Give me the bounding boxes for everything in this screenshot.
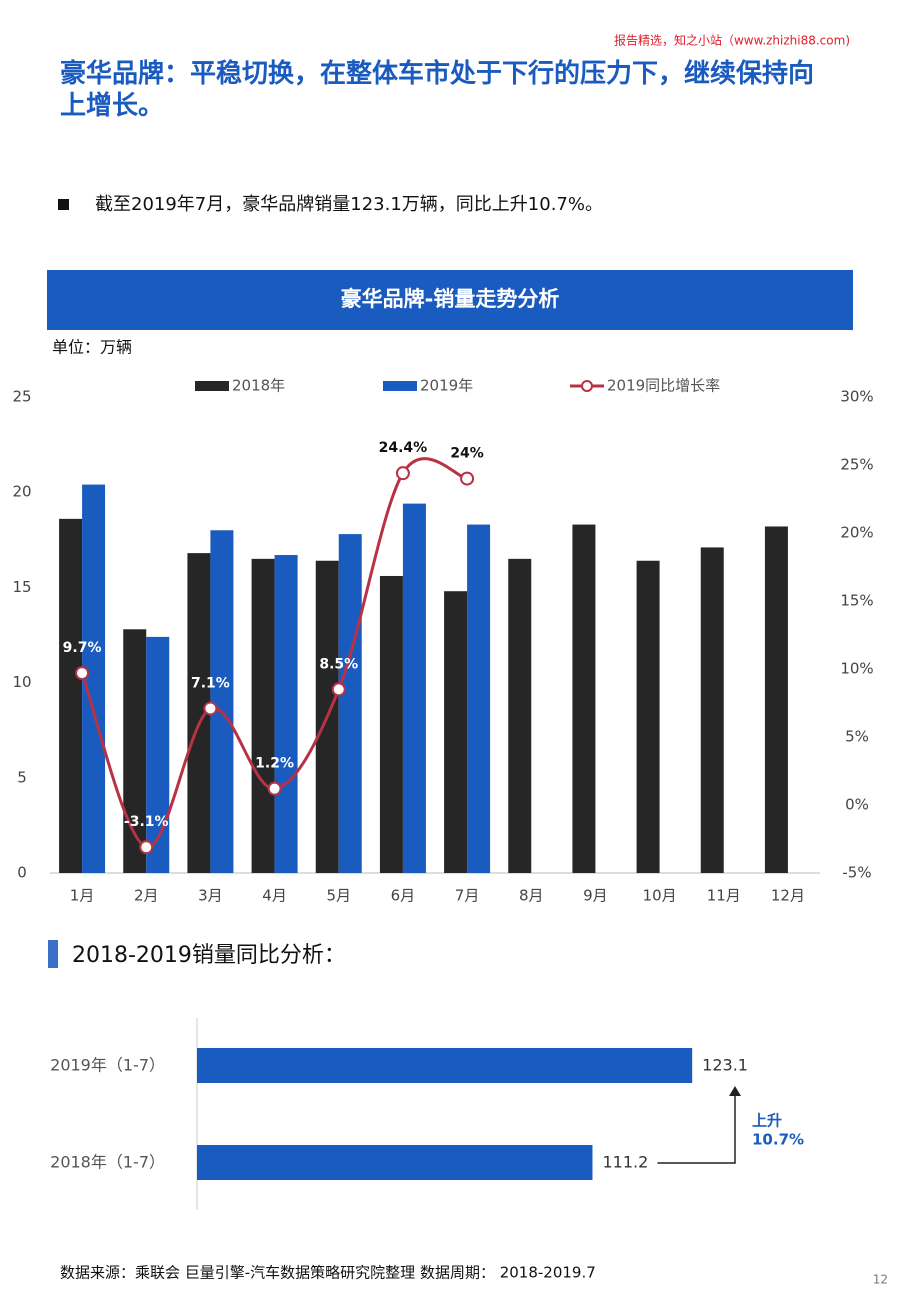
- growth-marker: [267, 781, 282, 796]
- growth-marker: [460, 471, 475, 486]
- bar: [338, 534, 362, 873]
- x-tick-label: 10月: [643, 887, 677, 905]
- arrow: [657, 1090, 736, 1164]
- bar: [82, 484, 106, 873]
- y-tick-label: 10: [12, 673, 31, 691]
- growth-label: 24.4%: [379, 440, 428, 456]
- x-tick-label: 5月: [326, 887, 351, 905]
- chart-title: 豪华品牌-销量走势分析: [341, 287, 560, 311]
- bar: [402, 503, 426, 873]
- growth-label: 8.5%: [319, 656, 358, 672]
- bar: [764, 526, 788, 873]
- y-tick-label: 0: [17, 864, 27, 882]
- bar: [187, 553, 211, 873]
- annotation: 上升: [752, 1112, 782, 1130]
- growth-marker: [75, 666, 90, 681]
- x-tick-label: 6月: [391, 887, 416, 905]
- x-tick-label: 4月: [262, 887, 287, 905]
- y2-tick-label: -5%: [842, 864, 871, 882]
- bar: [444, 591, 468, 873]
- bullet-text: 截至2019年7月，豪华品牌销量123.1万辆，同比上升10.7%。: [95, 194, 603, 215]
- bar: [197, 1048, 693, 1083]
- section-marker: [48, 940, 58, 968]
- growth-marker: [395, 466, 410, 481]
- y2-tick-label: 25%: [840, 456, 873, 474]
- footer: 数据来源：乘联会 巨量引擎-汽车数据策略研究院整理 数据周期： 2018-201…: [60, 1264, 596, 1282]
- bar: [467, 524, 491, 873]
- y-tick-label: 25: [12, 388, 31, 406]
- bar: [636, 560, 660, 873]
- legend-swatch: [383, 381, 417, 391]
- page-title: 豪华品牌：平稳切换，在整体车市处于下行的压力下，继续保持向上增长。: [60, 59, 815, 121]
- section-title: 2018-2019销量同比分析：: [72, 943, 346, 968]
- bar: [251, 558, 275, 873]
- unit-label: 单位：万辆: [52, 338, 132, 357]
- bar: [59, 518, 83, 873]
- bullet-square: [58, 199, 69, 210]
- growth-label: 1.2%: [255, 756, 294, 772]
- growth-label: 7.1%: [191, 675, 230, 691]
- x-tick-label: 9月: [583, 887, 608, 905]
- bar: [572, 524, 596, 873]
- x-tick-label: 8月: [519, 887, 544, 905]
- arrow-head: [729, 1086, 741, 1096]
- bar: [123, 629, 147, 873]
- bar: [508, 558, 532, 873]
- y-tick-label: 5: [17, 768, 27, 786]
- category-label: 2018年（1-7）: [50, 1153, 165, 1172]
- y2-tick-label: 20%: [840, 524, 873, 542]
- bar: [700, 547, 724, 873]
- y2-tick-label: 15%: [840, 592, 873, 610]
- y2-tick-label: 10%: [840, 660, 873, 678]
- growth-marker: [331, 682, 346, 697]
- legend-label: 2019同比增长率: [607, 377, 720, 395]
- y-tick-label: 20: [12, 483, 31, 501]
- bar: [210, 530, 234, 873]
- legend-swatch: [195, 381, 229, 391]
- y2-tick-label: 5%: [845, 728, 869, 746]
- growth-marker: [139, 840, 154, 855]
- annotation: 10.7%: [752, 1131, 804, 1149]
- growth-label: 24%: [450, 446, 484, 462]
- category-label: 2019年（1-7）: [50, 1056, 165, 1075]
- x-tick-label: 7月: [455, 887, 480, 905]
- value-label: 123.1: [702, 1056, 748, 1075]
- y2-tick-label: 30%: [840, 388, 873, 406]
- bar: [379, 575, 403, 873]
- bar: [274, 555, 298, 873]
- chart-banner: [47, 270, 853, 330]
- growth-label: 9.7%: [63, 640, 102, 656]
- x-tick-label: 1月: [70, 887, 95, 905]
- x-tick-label: 12月: [771, 887, 805, 905]
- watermark: 报告精选，知之小站（www.zhizhi88.com): [614, 33, 850, 48]
- y2-tick-label: 0%: [845, 796, 869, 814]
- x-tick-label: 11月: [707, 887, 741, 905]
- growth-label: -3.1%: [124, 814, 169, 830]
- legend-label: 2018年: [232, 377, 285, 395]
- x-tick-label: 3月: [198, 887, 223, 905]
- x-tick-label: 2月: [134, 887, 159, 905]
- page-number: 12: [873, 1273, 888, 1287]
- legend-marker: [581, 380, 593, 392]
- growth-marker: [203, 701, 218, 716]
- y-tick-label: 15: [12, 578, 31, 596]
- value-label: 111.2: [602, 1153, 648, 1172]
- legend-label: 2019年: [420, 377, 473, 395]
- bar: [197, 1145, 593, 1180]
- bar: [146, 636, 170, 873]
